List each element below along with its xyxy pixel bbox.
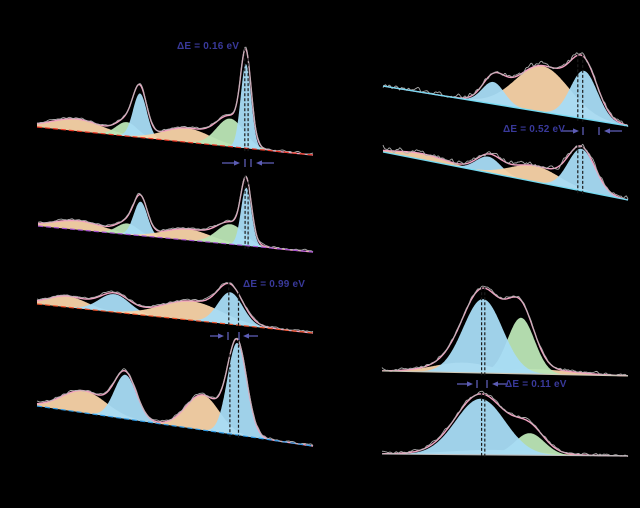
raw-data-line — [382, 52, 629, 128]
component-fill-green — [466, 317, 576, 375]
shift-arrow — [561, 127, 584, 135]
envelope-line — [36, 282, 314, 334]
shift-arrow-head — [234, 160, 240, 166]
component-fill-green — [470, 433, 589, 456]
raw-data-line — [38, 175, 314, 253]
component-fill-blue — [530, 70, 628, 126]
baseline — [381, 370, 629, 377]
spectrum — [36, 46, 314, 156]
raw-data-line — [382, 143, 629, 200]
baseline — [36, 405, 314, 447]
component-fill-blue — [113, 201, 169, 239]
shift-arrow-head — [243, 333, 249, 339]
delta-e-annotation-top-right: ΔE = 0.52 eV — [503, 124, 566, 135]
component-fill-blue — [382, 398, 579, 456]
shift-arrow — [210, 332, 229, 340]
component-fill-blue — [53, 294, 175, 319]
shift-arrow — [457, 380, 478, 388]
component-fill-blue — [404, 299, 562, 375]
shift-arrow-head — [218, 333, 224, 339]
component-fill-orange — [383, 150, 521, 179]
component-fill-blue — [198, 343, 276, 441]
shift-arrow — [486, 380, 508, 388]
shift-arrow — [222, 159, 246, 167]
component-fill-blue — [81, 374, 170, 426]
delta-e-annotation-top-left: ΔE = 0.16 eV — [177, 41, 240, 52]
component-fill-orange — [38, 220, 177, 240]
spectrum — [37, 175, 314, 253]
envelope-line — [38, 176, 314, 253]
component-fill-blue — [225, 64, 267, 151]
spectrum — [382, 143, 629, 201]
baseline — [36, 126, 314, 156]
shift-arrow — [250, 159, 274, 167]
shift-arrow-head — [492, 381, 498, 387]
component-fill-green — [175, 118, 286, 153]
baseline — [37, 225, 314, 253]
component-fill-blue — [112, 93, 168, 141]
baseline — [36, 303, 314, 334]
raw-data-line — [36, 282, 314, 333]
raw-data-line — [381, 390, 629, 457]
shift-arrow-head — [467, 381, 473, 387]
spectrum — [381, 390, 629, 458]
component-fill-orange — [37, 118, 177, 142]
component-fill-blue — [527, 148, 628, 200]
spectrum — [381, 285, 629, 377]
spectrum — [36, 337, 314, 447]
envelope-line — [36, 48, 314, 156]
component-fill-blue — [180, 292, 280, 330]
shift-arrow — [238, 332, 258, 340]
baseline — [381, 453, 629, 457]
spectrum — [36, 282, 314, 334]
spectrum — [382, 52, 629, 128]
shift-arrow — [598, 127, 622, 135]
component-fill-blue — [449, 81, 538, 112]
shift-arrow-head — [604, 128, 610, 134]
component-fill-blue — [225, 187, 268, 248]
raw-data-line — [36, 337, 314, 446]
delta-e-annotation-bottom-left: ΔE = 0.99 eV — [243, 279, 306, 290]
component-fill-orange — [37, 390, 173, 426]
component-fill-green — [175, 224, 286, 250]
baseline — [382, 85, 629, 127]
component-fill-orange — [136, 394, 269, 440]
delta-e-annotation-bottom-right: ΔE = 0.11 eV — [505, 379, 567, 390]
shift-arrow-head — [256, 160, 262, 166]
raw-data-line — [36, 46, 314, 155]
baseline — [382, 151, 629, 201]
raw-data-line — [381, 285, 629, 377]
shift-arrow-head — [573, 128, 579, 134]
